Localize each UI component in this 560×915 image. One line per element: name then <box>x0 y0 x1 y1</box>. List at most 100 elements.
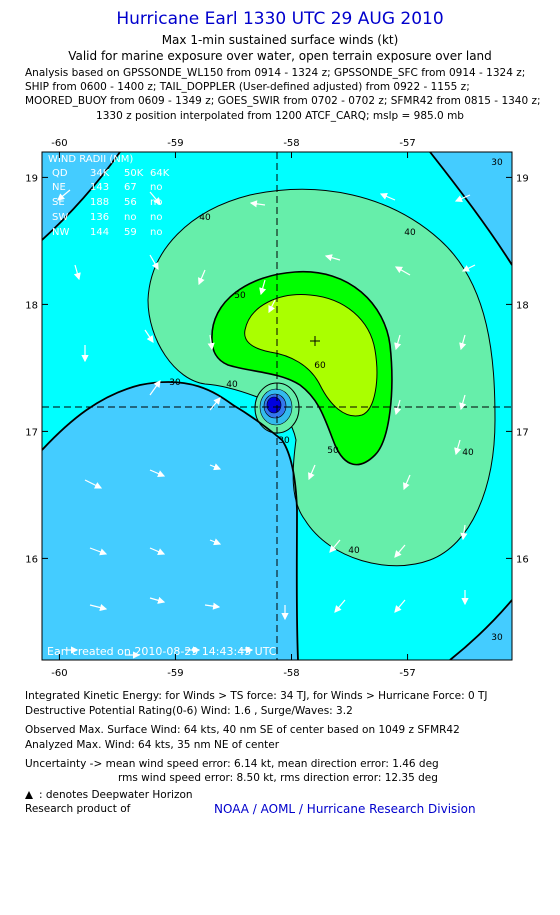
wind-radii-cell: 136 <box>90 212 109 223</box>
wind-vector-arrow <box>149 547 166 555</box>
lon-label-top: -59 <box>167 138 183 149</box>
lon-label-top: -57 <box>399 138 415 149</box>
map-title: Hurricane Earl 1330 UTC 29 AUG 2010 <box>116 9 444 29</box>
wind-vector-arrow <box>207 334 215 351</box>
wind-vector-arrow <box>394 599 406 613</box>
wind-vector-arrow <box>198 269 206 286</box>
contour-fill-below-30-nw <box>42 152 120 240</box>
contour-label: 30 <box>491 633 503 643</box>
ike-line: Integrated Kinetic Energy: for Winds > T… <box>25 690 488 702</box>
deepwater-horizon-icon <box>25 791 33 799</box>
wind-radii-header-cell: 34K <box>90 168 110 179</box>
wind-vector-arrow <box>268 299 276 314</box>
uncertainty-mean: Uncertainty -> mean wind speed error: 6.… <box>25 758 439 770</box>
analysis-line: SHIP from 0600 - 1400 z; TAIL_DOPPLER (U… <box>25 81 470 93</box>
contour-line-30-nw <box>42 152 121 241</box>
wind-radii-header-cell: QD <box>52 168 68 179</box>
wind-vector-arrow <box>259 279 267 296</box>
wind-vector-arrow <box>89 547 108 556</box>
wind-vector-arrow <box>204 602 221 610</box>
map-subtitle-exposure: Valid for marine exposure over water, op… <box>68 49 492 63</box>
analysis-line: Analysis based on GPSSONDE_WL150 from 09… <box>25 67 526 79</box>
wind-vector-arrow <box>57 189 71 201</box>
wind-radii-cell: no <box>150 212 162 223</box>
wind-radii-cell: 144 <box>90 227 109 238</box>
wind-field-map: 30 30 40 40 40 40 40 50 50 60 30 30 WIND RADII (NM)… <box>25 138 529 679</box>
wind-vector-arrow <box>461 264 476 272</box>
wind-vector-arrow <box>308 464 316 481</box>
wind-vector-arrow <box>454 439 462 456</box>
deepwater-legend: : denotes Deepwater Horizon <box>25 789 193 801</box>
max-wind-marker <box>310 336 320 346</box>
contour-fill-below-30-se <box>450 600 512 660</box>
wind-vector-arrow <box>459 394 467 411</box>
contour-line-30-se <box>449 599 512 660</box>
lat-label-left: 16 <box>25 554 38 565</box>
wind-vectors <box>57 189 476 659</box>
wind-radii-cell: SW <box>52 212 68 223</box>
plot-frame <box>41 151 513 661</box>
wind-radii-title: WIND RADII (NM) <box>48 154 133 165</box>
wind-vector-arrow <box>73 264 81 281</box>
wind-vector-arrow <box>324 254 341 262</box>
contour-label: 40 <box>348 546 360 556</box>
contour-label: 40 <box>462 448 474 458</box>
wind-vector-arrow <box>149 254 159 271</box>
wind-vector-arrow <box>379 193 396 201</box>
contour-fill-below-30-ne <box>430 152 512 265</box>
wind-vector-arrow <box>149 469 166 477</box>
lat-label-left: 19 <box>25 173 38 184</box>
wind-radii-cell: 59 <box>124 227 137 238</box>
contour-label: 40 <box>199 213 211 223</box>
lat-label-right: 19 <box>516 173 529 184</box>
noaa-aoml-link[interactable]: NOAA / AOML / Hurricane Research Divisio… <box>214 802 476 816</box>
wind-radii-cell: NE <box>52 182 66 193</box>
lat-label-right: 17 <box>516 427 529 438</box>
lon-label-top: -58 <box>283 138 299 149</box>
dpr-line: Destructive Potential Rating(0-6) Wind: … <box>25 705 353 717</box>
wind-vector-arrow <box>394 544 406 558</box>
contour-label: 40 <box>404 228 416 238</box>
contour-label: 40 <box>226 380 238 390</box>
wind-vector-arrow <box>460 524 468 541</box>
wind-radii-cell: 67 <box>124 182 137 193</box>
wind-radii-table: WIND RADII (NM) QD 34K 50K 64K NE 143 67 no SE 18… <box>48 154 170 238</box>
wind-vector-arrow <box>149 191 161 205</box>
observed-max-wind: Observed Max. Surface Wind: 64 kts, 40 n… <box>25 724 460 736</box>
contour-fill-below-30-west <box>42 381 298 660</box>
contour-label: 50 <box>327 446 339 456</box>
contour-line-30-west <box>42 381 299 660</box>
wind-vector-arrow <box>209 397 221 411</box>
wind-radii-header-cell: 64K <box>150 168 170 179</box>
contour-label: 30 <box>491 158 503 168</box>
map-subtitle-winds: Max 1-min sustained surface winds (kt) <box>161 33 399 47</box>
wind-radii-cell: no <box>124 212 136 223</box>
wind-radii-cell: 143 <box>90 182 109 193</box>
wind-radii-cell: no <box>150 182 162 193</box>
wind-vector-arrow <box>394 266 411 276</box>
contour-fill-60 <box>244 294 378 417</box>
wind-radii-header-cell: 50K <box>124 168 144 179</box>
wind-radii-cell: no <box>150 197 162 208</box>
contour-label: 30 <box>278 436 290 446</box>
lat-label-left: 18 <box>25 300 38 311</box>
wind-radii-cell: NW <box>52 227 69 238</box>
wind-vector-arrow <box>209 463 222 471</box>
uncertainty-rms: rms wind speed error: 8.50 kt, rms direc… <box>118 772 438 784</box>
position-line: 1330 z position interpolated from 1200 A… <box>96 110 464 122</box>
wind-radii-cell: 188 <box>90 197 109 208</box>
lon-label-top: -60 <box>51 138 67 149</box>
lon-label-bottom: -57 <box>399 668 415 679</box>
wind-vector-arrow <box>403 474 411 491</box>
wind-vector-arrow <box>394 399 402 416</box>
lat-label-right: 16 <box>516 554 529 565</box>
lat-label-left: 17 <box>25 427 38 438</box>
research-label: Research product of <box>25 803 131 815</box>
lat-label-right: 18 <box>516 300 529 311</box>
wind-vector-arrow <box>89 604 108 612</box>
wind-radii-cell: 56 <box>124 197 137 208</box>
contour-label: 50 <box>234 291 246 301</box>
analysis-line: MOORED_BUOY from 0609 - 1349 z; GOES_SWI… <box>25 95 541 107</box>
wind-vector-arrow <box>454 194 471 202</box>
wind-vector-arrow <box>149 596 166 604</box>
